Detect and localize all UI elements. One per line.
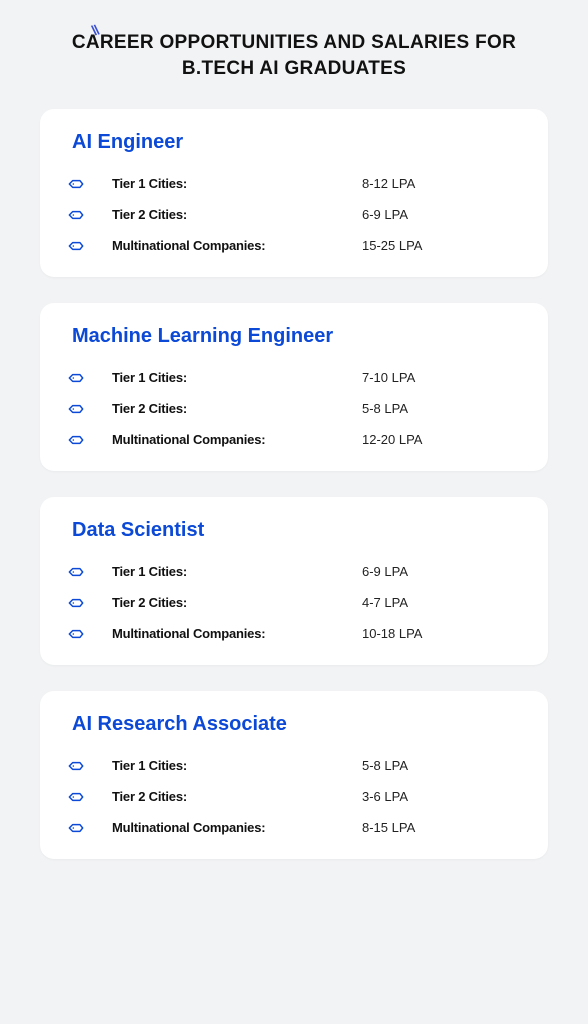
career-card: Data Scientist Tier 1 Cities: 6-9 LPA Tie…: [40, 497, 548, 665]
row-label: Tier 2 Cities:: [112, 595, 322, 610]
salary-row: Tier 1 Cities: 6-9 LPA: [68, 564, 520, 579]
bullet-tag-icon: [68, 628, 86, 640]
bullet-tag-icon: [68, 597, 86, 609]
row-value: 15-25 LPA: [362, 238, 520, 253]
bullet-tag-icon: [68, 209, 86, 221]
row-label: Tier 2 Cities:: [112, 789, 322, 804]
bullet-tag-icon: [68, 178, 86, 190]
title-line-1: CAREER OPPORTUNITIES AND SALARIES FOR: [72, 32, 516, 53]
card-title: AI Research Associate: [72, 713, 520, 736]
card-title: Machine Learning Engineer: [72, 325, 520, 348]
bullet-tag-icon: [68, 434, 86, 446]
page-title: CAREER OPPORTUNITIES AND SALARIES FOR B.…: [40, 30, 548, 81]
row-value: 10-18 LPA: [362, 626, 520, 641]
row-value: 5-8 LPA: [362, 401, 520, 416]
salary-row: Tier 2 Cities: 6-9 LPA: [68, 207, 520, 222]
row-label: Tier 2 Cities:: [112, 401, 322, 416]
title-line-2: B.TECH AI GRADUATES: [182, 58, 406, 79]
row-label: Tier 1 Cities:: [112, 370, 322, 385]
row-value: 8-15 LPA: [362, 820, 520, 835]
bullet-tag-icon: [68, 760, 86, 772]
row-value: 6-9 LPA: [362, 207, 520, 222]
row-label: Tier 1 Cities:: [112, 758, 322, 773]
career-card: AI Engineer Tier 1 Cities: 8-12 LPA Tier …: [40, 109, 548, 277]
card-title: Data Scientist: [72, 519, 520, 542]
row-value: 5-8 LPA: [362, 758, 520, 773]
row-label: Tier 1 Cities:: [112, 176, 322, 191]
salary-row: Tier 2 Cities: 5-8 LPA: [68, 401, 520, 416]
salary-row: Multinational Companies: 15-25 LPA: [68, 238, 520, 253]
salary-row: Tier 2 Cities: 4-7 LPA: [68, 595, 520, 610]
row-value: 6-9 LPA: [362, 564, 520, 579]
page-title-wrap: \\ CAREER OPPORTUNITIES AND SALARIES FOR…: [40, 30, 548, 81]
cards-container: AI Engineer Tier 1 Cities: 8-12 LPA Tier …: [40, 109, 548, 859]
bullet-tag-icon: [68, 403, 86, 415]
salary-row: Tier 1 Cities: 8-12 LPA: [68, 176, 520, 191]
career-card: AI Research Associate Tier 1 Cities: 5-8 …: [40, 691, 548, 859]
career-card: Machine Learning Engineer Tier 1 Cities:…: [40, 303, 548, 471]
bullet-tag-icon: [68, 372, 86, 384]
row-value: 4-7 LPA: [362, 595, 520, 610]
row-value: 7-10 LPA: [362, 370, 520, 385]
salary-row: Tier 2 Cities: 3-6 LPA: [68, 789, 520, 804]
row-label: Tier 2 Cities:: [112, 207, 322, 222]
bullet-tag-icon: [68, 240, 86, 252]
row-label: Multinational Companies:: [112, 432, 322, 447]
row-value: 8-12 LPA: [362, 176, 520, 191]
row-value: 3-6 LPA: [362, 789, 520, 804]
row-label: Tier 1 Cities:: [112, 564, 322, 579]
bullet-tag-icon: [68, 791, 86, 803]
salary-row: Tier 1 Cities: 7-10 LPA: [68, 370, 520, 385]
row-label: Multinational Companies:: [112, 238, 322, 253]
bullet-tag-icon: [68, 566, 86, 578]
salary-row: Tier 1 Cities: 5-8 LPA: [68, 758, 520, 773]
salary-row: Multinational Companies: 10-18 LPA: [68, 626, 520, 641]
bullet-tag-icon: [68, 822, 86, 834]
card-title: AI Engineer: [72, 131, 520, 154]
row-label: Multinational Companies:: [112, 820, 322, 835]
salary-row: Multinational Companies: 8-15 LPA: [68, 820, 520, 835]
salary-row: Multinational Companies: 12-20 LPA: [68, 432, 520, 447]
row-label: Multinational Companies:: [112, 626, 322, 641]
row-value: 12-20 LPA: [362, 432, 520, 447]
